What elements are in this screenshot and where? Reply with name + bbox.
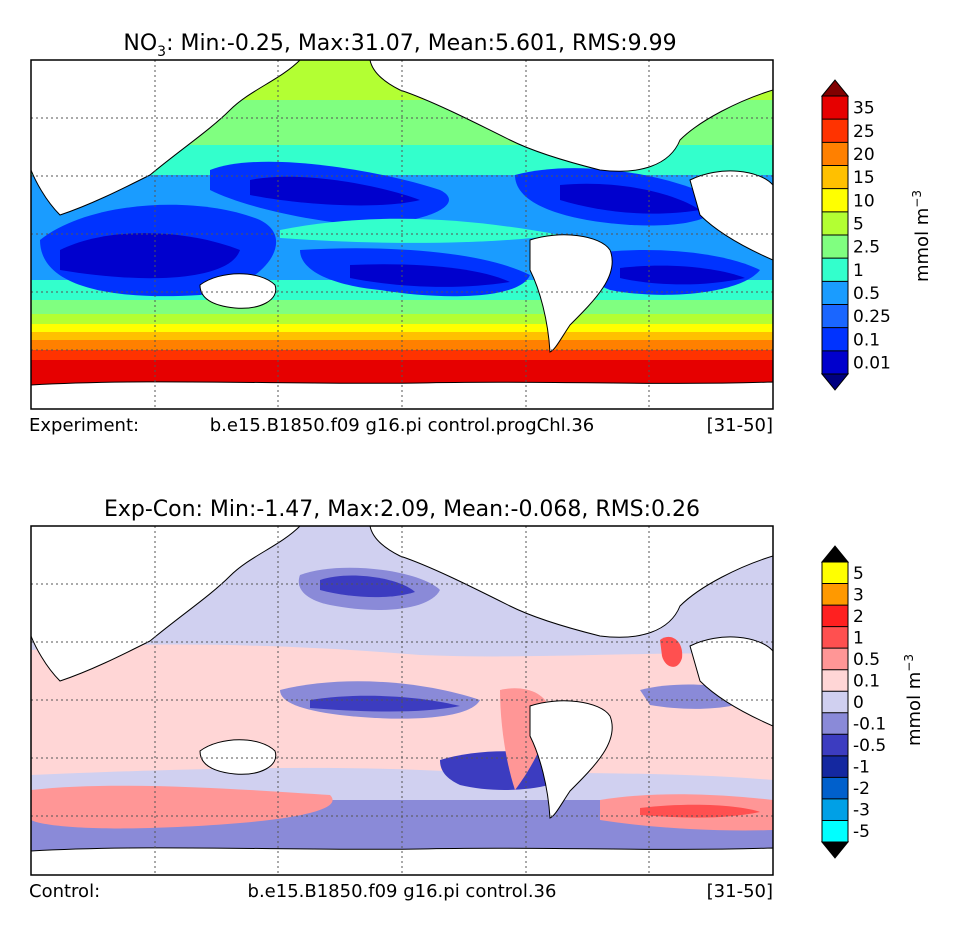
colorbar-tick-label: 35 — [853, 99, 875, 119]
diff-map — [31, 526, 773, 875]
colorbar-tick-label: 5 — [853, 214, 864, 234]
colorbar-tick-label: -2 — [853, 779, 870, 799]
colorbar-segment — [822, 211, 848, 235]
colorbar-tick-label: -3 — [853, 801, 870, 821]
panel-1-units: mmol m−3 — [910, 190, 933, 282]
colorbar-tick-label: -0.5 — [853, 736, 886, 756]
panel-2-caption-case: b.e15.B1850.f09 g16.pi control.36 — [248, 881, 557, 902]
colorbar-segment — [822, 777, 848, 799]
colorbar-segment — [822, 119, 848, 143]
panel-2-units: mmol m−3 — [902, 654, 925, 746]
colorbar-over-arrow — [820, 79, 850, 97]
panel-2-title: Exp-Con: Min:-1.47, Max:2.09, Mean:-0.06… — [104, 497, 700, 522]
colorbar-tick-label: 20 — [853, 145, 875, 165]
colorbar-segment — [822, 142, 848, 166]
colorbar-tick-label: 0.1 — [853, 330, 880, 350]
diff-map-frame — [30, 525, 774, 876]
panel-diff: Exp-Con: Min:-1.47, Max:2.09, Mean:-0.06… — [29, 497, 925, 902]
colorbar-tick-label: 5 — [853, 564, 864, 584]
colorbar-segment — [822, 583, 848, 606]
panel-2-caption-years: [31-50] — [707, 881, 773, 902]
colorbar-segment — [822, 691, 848, 713]
colorbar-tick-label: 0.1 — [853, 671, 880, 691]
colorbar-segment — [822, 605, 848, 627]
colorbar-segment — [822, 755, 848, 778]
colorbar-tick-label: 10 — [853, 191, 875, 211]
panel-no3: NO3: Min:-0.25, Max:31.07, Mean:5.601, R… — [29, 31, 933, 436]
colorbar-segment — [822, 626, 848, 649]
colorbar-tick-label: 3 — [853, 585, 864, 605]
colorbar-under-arrow — [820, 841, 850, 859]
colorbar-segment — [822, 350, 848, 374]
colorbar-segment — [822, 258, 848, 282]
colorbar-tick-label: -1 — [853, 758, 870, 778]
colorbar-segment — [822, 96, 848, 120]
colorbar-segment — [822, 165, 848, 189]
colorbar-segment — [822, 188, 848, 212]
colorbar-tick-label: 1 — [853, 628, 864, 648]
colorbar-tick-label: 0 — [853, 693, 864, 713]
colorbar-tick-label: 15 — [853, 168, 875, 188]
colorbar-segment — [822, 304, 848, 328]
colorbar-under-arrow — [820, 373, 850, 391]
panel-1-caption-case: b.e15.B1850.f09 g16.pi control.progChl.3… — [210, 415, 594, 436]
colorbar-tick-label: 0.5 — [853, 284, 880, 304]
colorbar-tick-label: 2 — [853, 607, 864, 627]
colorbar-segment — [822, 669, 848, 692]
colorbar-segment — [822, 712, 848, 735]
panel-1-caption-label: Experiment: — [29, 415, 139, 436]
colorbar-segment — [822, 798, 848, 821]
panel-1-caption-years: [31-50] — [707, 415, 773, 436]
colorbar-segment — [822, 734, 848, 756]
colorbar-tick-label: 0.5 — [853, 650, 880, 670]
colorbar-over-arrow — [820, 545, 850, 563]
no3-map-frame — [30, 59, 774, 410]
colorbar-tick-label: 25 — [853, 122, 875, 142]
colorbar-tick-label: -5 — [853, 822, 870, 842]
colorbar-tick-label: 1 — [853, 261, 864, 281]
no3-map — [31, 60, 773, 409]
colorbar-segment — [822, 281, 848, 305]
colorbar-segment — [822, 235, 848, 259]
panel-2-caption-label: Control: — [29, 881, 100, 902]
colorbar-segment — [822, 820, 848, 842]
panel-1-title: NO3: Min:-0.25, Max:31.07, Mean:5.601, R… — [123, 31, 676, 60]
colorbar-tick-label: -0.1 — [853, 715, 886, 735]
colorbar-segment — [822, 327, 848, 351]
colorbar-tick-label: 0.25 — [853, 307, 891, 327]
no3-colorbar: 35 25 20 15 10 5 2.5 1 0.5 0.25 0.1 0.01 — [820, 79, 891, 391]
colorbar-segment — [822, 562, 848, 584]
colorbar-tick-label: 2.5 — [853, 238, 880, 258]
colorbar-segment — [822, 648, 848, 670]
colorbar-tick-label: 0.01 — [853, 353, 891, 373]
